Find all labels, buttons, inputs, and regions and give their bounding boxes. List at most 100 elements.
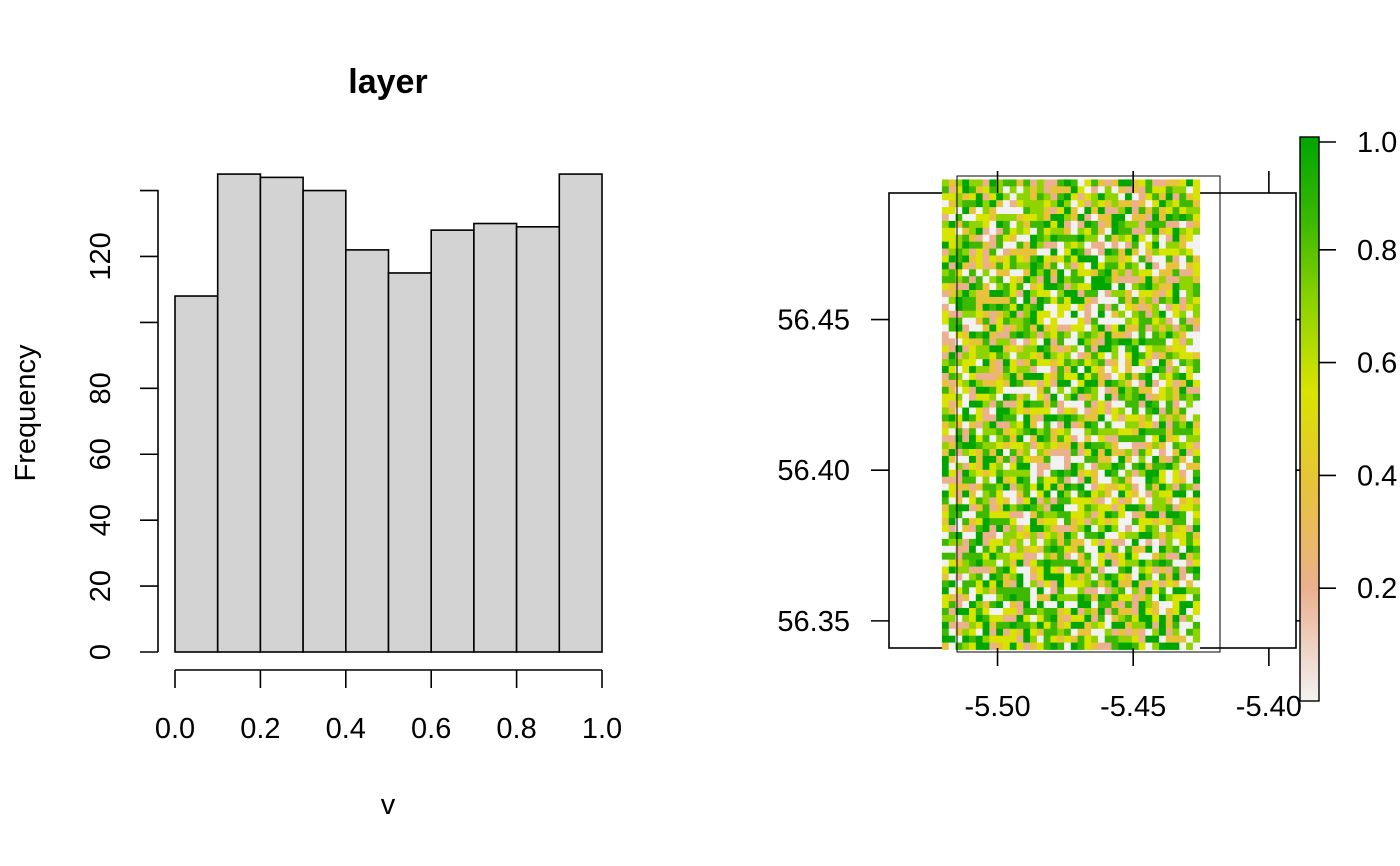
raster-cell [1152, 359, 1160, 367]
raster-cell [1016, 608, 1024, 616]
raster-cell [1057, 393, 1065, 402]
raster-cell [1165, 531, 1173, 540]
raster-cell [1192, 296, 1201, 305]
raster-cell [1158, 525, 1167, 533]
raster-cell [1186, 538, 1194, 547]
raster-cell [1009, 386, 1017, 395]
raster-cell [1118, 628, 1126, 637]
raster-cell [1179, 504, 1187, 512]
raster-cell [1009, 303, 1017, 312]
raster-cell [1165, 552, 1173, 561]
raster-cell [975, 621, 984, 630]
raster-cell [1043, 303, 1051, 312]
raster-cell [1043, 290, 1051, 298]
raster-cell [941, 393, 950, 402]
raster-cell [1111, 359, 1119, 367]
raster-cell [1172, 400, 1180, 408]
raster-cell [1009, 317, 1017, 326]
raster-cell [1152, 531, 1160, 540]
raster-cell [1104, 262, 1112, 270]
raster-cell [969, 379, 977, 388]
raster-cell [969, 614, 977, 623]
raster-cell [1186, 255, 1194, 263]
raster-cell [1165, 511, 1173, 519]
raster-cell [1145, 400, 1153, 408]
raster-cell [996, 241, 1004, 249]
raster-cell [1091, 317, 1099, 326]
raster-cell [1077, 366, 1085, 374]
raster-cell [1077, 186, 1085, 194]
raster-cell [1016, 186, 1024, 194]
raster-cell [1104, 317, 1112, 326]
raster-cell [1057, 373, 1065, 381]
raster-cell [1016, 469, 1024, 478]
raster-cell [975, 469, 984, 478]
histogram-y-tick-label: 120 [85, 232, 117, 280]
raster-cell [1145, 331, 1153, 339]
raster-cell [1064, 262, 1072, 270]
raster-cell [1023, 207, 1031, 215]
raster-cell [1036, 642, 1045, 650]
raster-cell [1158, 345, 1167, 353]
raster-cell [955, 642, 963, 650]
raster-cell [1111, 594, 1119, 602]
raster-cell [1125, 476, 1133, 484]
raster-cell [1016, 428, 1024, 436]
raster-cell [1002, 635, 1011, 643]
raster-cell [1070, 525, 1078, 533]
raster-cell [1165, 421, 1173, 429]
raster-cell [948, 490, 956, 498]
raster-cell [1118, 234, 1126, 243]
raster-cell [1023, 518, 1031, 526]
raster-cell [1064, 269, 1072, 277]
raster-cell [1064, 366, 1072, 374]
raster-cell [1070, 338, 1078, 346]
raster-cell [1186, 310, 1194, 319]
raster-cell [1172, 531, 1180, 540]
raster-cell [1077, 511, 1085, 519]
raster-cell [1138, 428, 1146, 436]
raster-cell [1131, 442, 1140, 450]
raster-cell [1070, 373, 1078, 381]
raster-cell [1145, 248, 1153, 256]
raster-cell [1152, 393, 1160, 402]
raster-cell [941, 290, 950, 298]
raster-cell [1091, 559, 1099, 567]
raster-cell [982, 255, 990, 263]
raster-cell [975, 207, 984, 215]
raster-cell [1057, 317, 1065, 326]
raster-cell [1016, 511, 1024, 519]
raster-cell [948, 587, 956, 595]
raster-legend-ticks: 0.20.40.60.81.0 [1319, 127, 1397, 605]
raster-cell [962, 379, 970, 388]
raster-cell [1009, 283, 1017, 291]
raster-cell [1097, 580, 1106, 588]
raster-cell [1036, 255, 1045, 263]
raster-cell [1043, 248, 1051, 256]
raster-cell [1043, 220, 1051, 229]
raster-cell [1118, 497, 1126, 505]
raster-cell [1125, 248, 1133, 256]
raster-cell [1104, 324, 1112, 332]
raster-cell [1002, 407, 1011, 415]
raster-cell [1186, 614, 1194, 623]
raster-cell [1192, 587, 1201, 595]
raster-cell [948, 518, 956, 526]
raster-cell [1097, 366, 1106, 374]
raster-cell [941, 317, 950, 326]
raster-cell [1118, 421, 1126, 429]
raster-cell [982, 525, 990, 533]
raster-cell [996, 393, 1004, 402]
raster-cell [989, 455, 997, 464]
raster-cell [1016, 635, 1024, 643]
raster-cell [1111, 449, 1119, 457]
raster-cell [948, 545, 956, 554]
raster-cell [955, 407, 963, 415]
raster-cell [1084, 469, 1092, 478]
raster-cell [1023, 449, 1031, 457]
raster-cell [975, 566, 984, 574]
raster-cell [1077, 310, 1085, 319]
raster-cell [1036, 469, 1045, 478]
raster-cell [1050, 483, 1058, 491]
